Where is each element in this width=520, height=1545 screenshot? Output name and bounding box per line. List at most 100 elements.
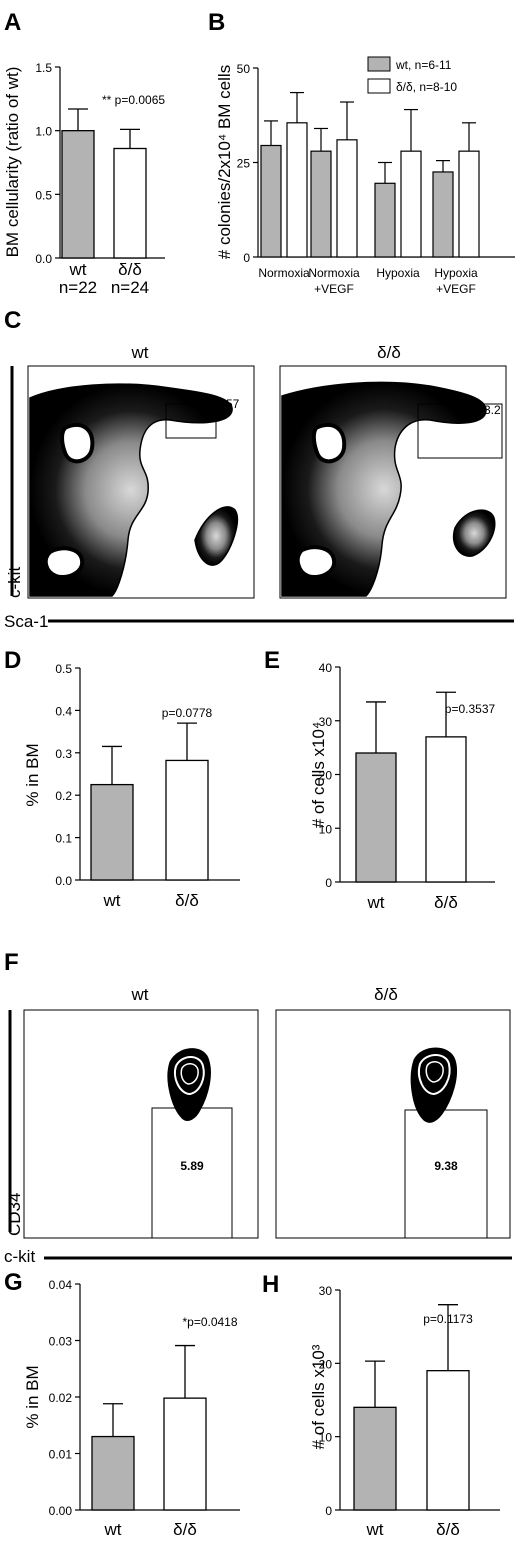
chart-b-bar-wt [374,182,396,258]
chart-g-ytick-label: 0.02 [49,1391,73,1405]
flow-c-plot-wt: 1.57 [27,365,255,599]
chart-e-ytick-label: 40 [319,661,333,675]
chart-b-legend: wt, n=6-11 δ/δ, n=8-10 [367,56,457,94]
chart-e-ytick-label: 0 [325,876,332,890]
chart-g-category-label: δ/δ [173,1520,197,1539]
chart-h-cell-count: 0 10 20 30 wt δ/δ # of cells x10³ p=0.1173 [309,1284,500,1539]
contour-population-right-dd [453,509,496,557]
chart-g-ylabel: % in BM [23,1365,42,1428]
chart-d-bar-wt [90,783,134,881]
flow-c-title-dd: δ/δ [377,343,401,362]
legend-swatch-dd [367,78,391,94]
panel-label-e: E [264,647,280,674]
chart-g-bar-wt [91,1435,135,1511]
flow-f-frame-wt [23,1009,259,1239]
chart-g-category-label: wt [104,1520,122,1539]
chart-e-ytick-label: 30 [319,715,333,729]
chart-a-category-n: n=22 [59,278,97,297]
chart-b-group-label: Hypoxia [376,266,420,280]
chart-d-ytick-label: 0.4 [55,704,72,718]
legend-label-dd: δ/δ, n=8-10 [396,80,457,94]
contour-ring-inner-dd [425,1061,444,1083]
panel-label-b: B [208,9,225,36]
chart-h-ytick-label: 0 [325,1504,332,1518]
contour-island-2-dd [295,545,337,579]
chart-d-ytick-label: 0.5 [55,662,72,676]
chart-b-group-label: +VEGF [314,282,354,296]
contour-ring-wt [174,1056,205,1096]
chart-a-category-label: wt [69,260,87,279]
chart-b-bar-wt [432,171,454,258]
chart-a-bm-cellularity: 0.0 0.5 1.0 1.5 wtn=22 δ/δn=24 BM cellularity … [3,61,165,297]
flow-c-xlabel: Sca-1 [4,612,48,631]
flow-f-ylabel: CD34 [5,1193,24,1236]
chart-d-ytick-label: 0.3 [55,747,72,761]
flow-c-panel: wt δ/δ 1.57 3.2 c-kit Sca-1 [4,343,514,631]
panel-label-f: F [4,949,19,976]
legend-label-wt: wt, n=6-11 [395,58,452,72]
flow-c-ylabel: c-kit [5,567,24,598]
chart-e-category-label: δ/δ [434,893,458,912]
contour-island-dd [311,422,347,464]
chart-d-bar-dd [165,759,209,881]
chart-b-group-label: Normoxia [258,266,310,280]
chart-d-pvalue-annotation: p=0.0778 [162,706,213,720]
chart-a-bar-wt [61,130,95,259]
cmp-gate-wt [151,1107,233,1239]
chart-b-ytick-label: 50 [237,62,251,76]
chart-b-bar-wt [310,150,332,258]
chart-a-ytick-label: 0.0 [35,252,52,266]
chart-b-bar-dd [458,150,480,258]
chart-h-category-label: wt [366,1520,384,1539]
chart-b-bar-dd [400,150,422,258]
chart-h-ytick-label: 30 [319,1284,333,1298]
chart-g-bar-dd [163,1397,207,1511]
chart-b-bar-wt [260,144,282,258]
chart-g-ytick-label: 0.00 [49,1504,73,1518]
chart-a-category-n: n=24 [111,278,149,297]
flow-f-panel: wt δ/δ 5.89 9.38 CD34 c-kit [4,985,512,1266]
chart-h-ytick-label: 10 [319,1431,333,1445]
gate-value-wt: 1.57 [216,397,240,411]
chart-a-ytick-label: 1.0 [35,125,52,139]
chart-g-ytick-label: 0.01 [49,1448,73,1462]
lsk-gate-dd [417,403,503,459]
flow-f-frame-dd [275,1009,511,1239]
chart-h-pvalue-annotation: p=0.1173 [423,1312,473,1326]
chart-h-bar-wt [353,1406,397,1511]
chart-e-pvalue-annotation: p=0.3537 [445,702,496,716]
contour-ring-dd [418,1054,451,1096]
chart-e-bar-wt [355,752,397,883]
chart-a-bar-dd [113,147,147,259]
contour-island [60,422,95,464]
gate-value-dd: 3.2 [484,403,501,417]
flow-f-title-wt: wt [131,985,149,1004]
chart-a-ytick-label: 0.5 [35,188,52,202]
chart-e-ytick-label: 10 [319,822,333,836]
flow-f-plot-wt: 5.89 [23,1009,259,1239]
chart-g-pvalue-annotation: *p=0.0418 [182,1315,237,1329]
panel-label-h: H [262,1271,279,1298]
chart-e-ytick-label: 20 [319,769,333,783]
chart-e-ylabel: # of cells x10⁴ [309,722,328,829]
flow-c-plot-dd: 3.2 [279,365,507,599]
chart-b-bar-dd [336,139,358,258]
chart-b-group-label: Hypoxia [434,266,478,280]
chart-g-ytick-label: 0.04 [49,1278,73,1292]
chart-d-category-label: δ/δ [175,891,199,910]
panel-label-g: G [4,1269,23,1296]
chart-b-group-label: +VEGF [436,282,476,296]
contour-cluster-dd [410,1047,457,1123]
chart-b-ytick-label: 25 [237,157,251,171]
contour-ring-inner-wt [180,1063,199,1085]
contour-island-2 [43,546,85,579]
chart-d-ylabel: % in BM [23,743,42,806]
chart-g-percent-bm: 0.00 0.01 0.02 0.03 0.04 wt δ/δ % in BM *p=0.041… [23,1278,240,1539]
chart-a-pvalue-annotation: ** p=0.0065 [102,93,165,107]
panel-label-a: A [4,9,21,36]
chart-b-ylabel: # colonies/2x10⁴ BM cells [215,65,234,259]
chart-h-category-label: δ/δ [436,1520,460,1539]
chart-d-ytick-label: 0.0 [55,874,72,888]
